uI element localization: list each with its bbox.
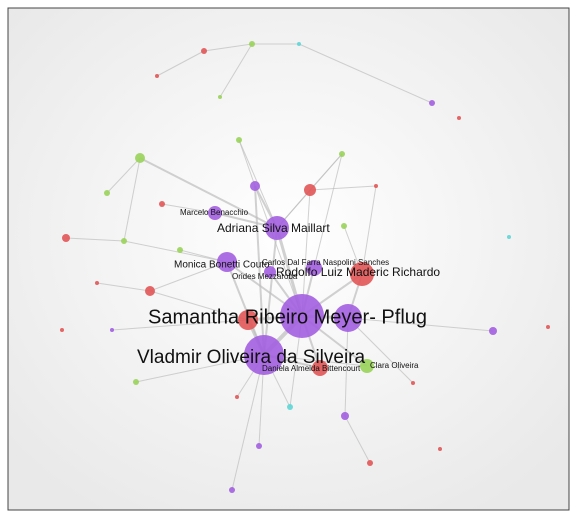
edge — [161, 203, 216, 214]
node — [135, 153, 145, 163]
edge — [65, 237, 125, 242]
edge — [298, 43, 433, 104]
edge — [106, 157, 141, 194]
node — [250, 181, 260, 191]
node — [145, 286, 155, 296]
node — [104, 190, 110, 196]
edge — [254, 185, 265, 356]
node — [265, 216, 289, 240]
node — [218, 95, 222, 99]
node — [264, 266, 276, 278]
node — [217, 252, 237, 272]
node — [374, 184, 378, 188]
node — [306, 260, 322, 276]
node — [280, 294, 324, 338]
node — [438, 447, 442, 451]
edge — [203, 43, 253, 52]
edge — [149, 261, 228, 292]
edge — [313, 153, 343, 269]
edge — [361, 185, 377, 275]
node-label: Orides Mezzaroba — [232, 272, 298, 281]
labels: Marcelo Benacchio Adriana Silva Maillart… — [137, 208, 440, 373]
edge — [111, 319, 249, 331]
node — [304, 184, 316, 196]
edge — [135, 354, 265, 383]
node — [249, 41, 255, 47]
node-label: Rodolfo Luiz Maderic Richardo — [276, 265, 440, 279]
node — [95, 281, 99, 285]
edge — [263, 227, 278, 356]
node — [229, 487, 235, 493]
node — [507, 235, 511, 239]
node — [546, 325, 550, 329]
node — [235, 395, 239, 399]
node — [60, 328, 64, 332]
node — [411, 381, 415, 385]
node — [155, 74, 159, 78]
node — [208, 206, 222, 220]
edge — [139, 157, 278, 229]
edge — [344, 317, 349, 417]
node — [341, 412, 349, 420]
node — [62, 234, 70, 242]
node — [334, 304, 362, 332]
node — [287, 404, 293, 410]
node — [339, 151, 345, 157]
edge — [123, 157, 141, 242]
node — [360, 359, 374, 373]
node — [256, 443, 262, 449]
node-label: Daniela Almeida Bittencourt — [262, 364, 361, 373]
node-label: Vladmir Oliveira da Silveira — [137, 347, 366, 368]
node-label: Samantha Ribeiro Meyer- Pflug — [148, 306, 427, 328]
node — [350, 262, 374, 286]
edge — [254, 185, 303, 317]
canvas-frame — [7, 7, 570, 511]
node — [133, 379, 139, 385]
edge — [238, 139, 256, 187]
node — [297, 42, 301, 46]
edge — [344, 415, 371, 464]
edge — [96, 282, 151, 292]
edge — [149, 290, 249, 321]
node — [110, 328, 114, 332]
node — [121, 238, 127, 244]
edge — [219, 43, 253, 98]
node-label: Marcelo Benacchio — [180, 208, 249, 217]
node — [244, 335, 284, 375]
node — [457, 116, 461, 120]
edge — [123, 240, 228, 263]
node — [489, 327, 497, 335]
node-label: Adriana Silva Maillart — [217, 221, 330, 235]
node — [159, 201, 165, 207]
edge — [347, 317, 494, 332]
node — [429, 100, 435, 106]
node-label: Clara Oliveira — [370, 361, 419, 370]
edge — [347, 317, 414, 384]
node-label: Carlos Dal Farra Naspolini Sanches — [262, 258, 389, 267]
nodes — [60, 41, 550, 493]
edge — [309, 185, 377, 191]
node-label: Monica Bonetti Couto — [174, 260, 270, 271]
edge — [231, 354, 265, 491]
node — [367, 460, 373, 466]
node — [341, 223, 347, 229]
node — [236, 137, 242, 143]
edge — [156, 50, 205, 77]
node — [201, 48, 207, 54]
node — [312, 360, 328, 376]
node — [177, 247, 183, 253]
node — [238, 310, 258, 330]
